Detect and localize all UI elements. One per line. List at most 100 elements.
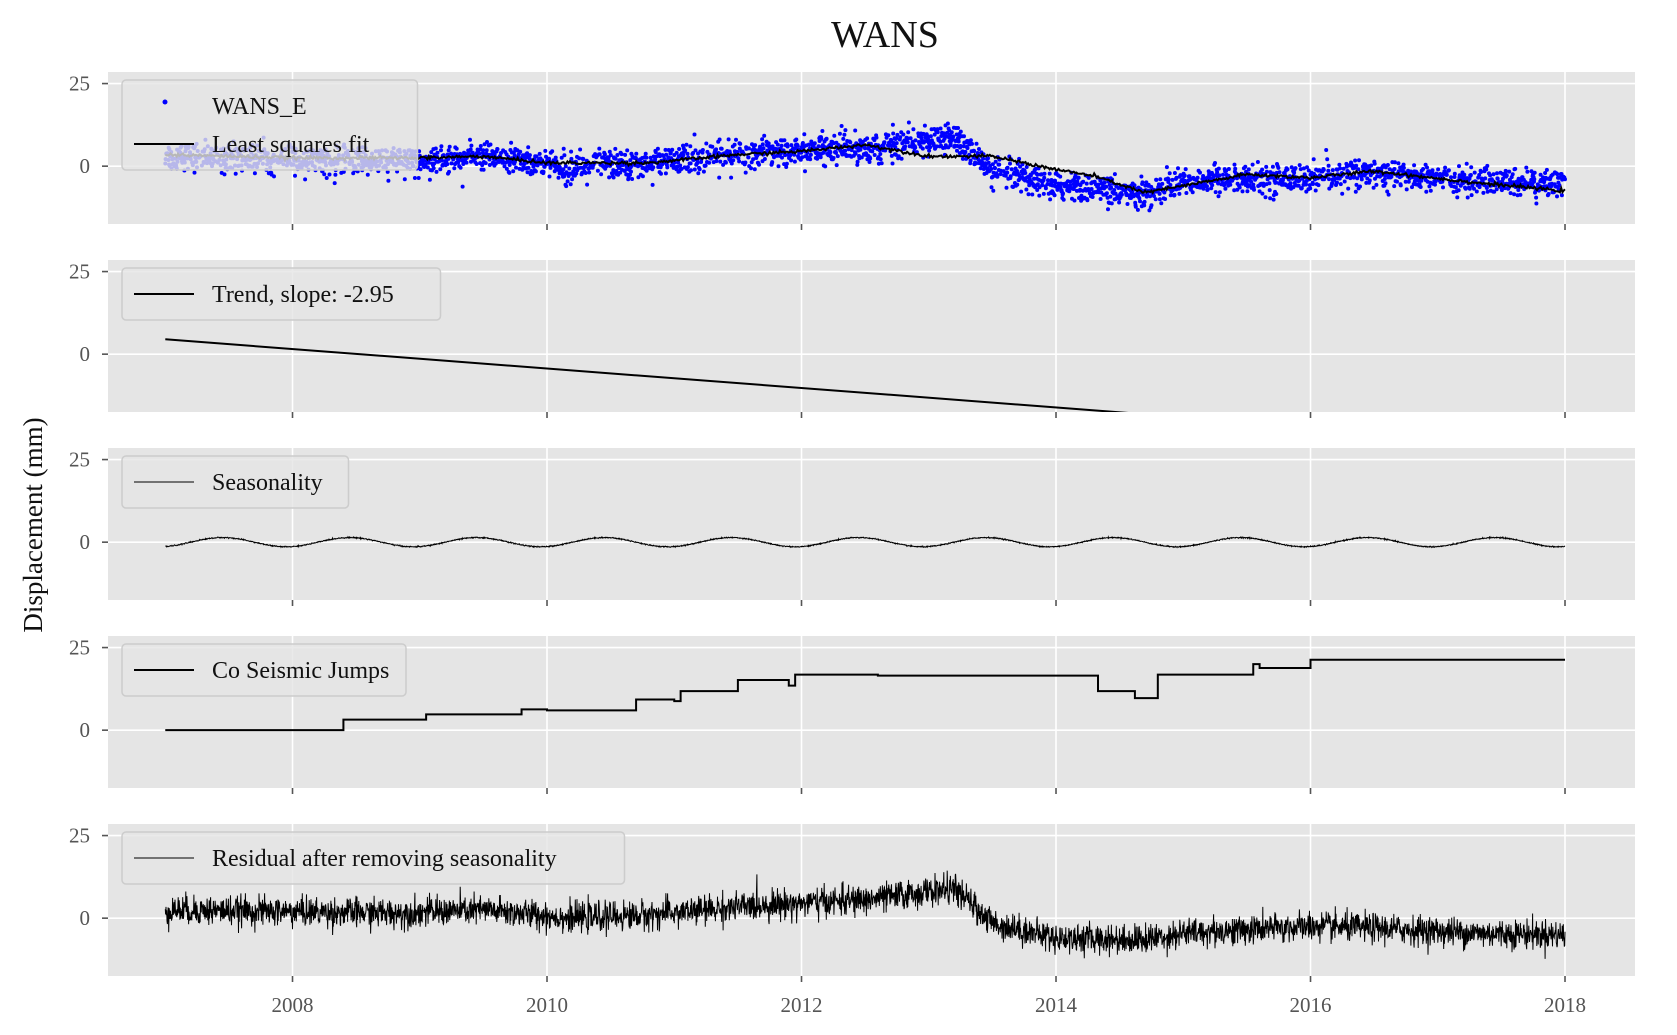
data-point <box>1538 172 1543 177</box>
data-point <box>905 136 910 141</box>
data-point <box>1401 165 1406 170</box>
data-point <box>559 155 564 160</box>
data-point <box>707 160 712 165</box>
data-point <box>1307 183 1312 188</box>
data-point <box>1495 176 1500 181</box>
data-point <box>1353 189 1358 194</box>
data-point <box>958 129 963 134</box>
data-point <box>439 158 444 163</box>
data-point <box>681 153 686 158</box>
y-tick-label: 0 <box>80 530 91 554</box>
data-point <box>859 155 864 160</box>
data-point <box>1512 192 1517 197</box>
data-point <box>1321 167 1326 172</box>
data-point <box>806 142 811 147</box>
data-point <box>636 175 641 180</box>
data-point <box>341 169 346 174</box>
data-point <box>855 159 860 164</box>
legend-box <box>121 79 419 171</box>
data-point <box>731 158 736 163</box>
series-Seasonality <box>165 535 1566 549</box>
data-point <box>868 156 873 161</box>
data-point <box>960 156 965 161</box>
data-point <box>729 175 734 180</box>
data-point <box>1137 196 1142 201</box>
data-point <box>693 148 698 153</box>
data-point <box>1306 168 1311 173</box>
data-point <box>1058 174 1063 179</box>
data-point <box>1387 167 1392 172</box>
legend-residual: Residual after removing seasonality <box>121 831 626 885</box>
legend-entry: Residual after removing seasonality <box>212 846 557 872</box>
data-point <box>561 146 566 151</box>
data-point <box>717 137 722 142</box>
data-point <box>688 144 693 149</box>
data-point <box>556 175 561 180</box>
x-tick-label: 2014 <box>1035 993 1078 1017</box>
data-point <box>1443 165 1448 170</box>
data-point <box>1465 195 1470 200</box>
data-point <box>1112 172 1117 177</box>
data-point <box>1195 175 1200 180</box>
data-point <box>785 144 790 149</box>
data-point <box>1504 173 1509 178</box>
data-point <box>1427 184 1432 189</box>
data-point <box>911 127 916 132</box>
data-point <box>758 144 762 149</box>
data-point <box>968 138 973 143</box>
data-point <box>1513 166 1518 171</box>
data-point <box>695 160 700 165</box>
data-point <box>1305 165 1309 170</box>
data-point <box>514 165 518 170</box>
data-point <box>468 137 472 142</box>
data-point <box>1341 166 1346 171</box>
data-point <box>1555 194 1559 199</box>
data-point <box>835 154 840 159</box>
data-point <box>1311 182 1315 186</box>
data-point <box>1452 175 1457 179</box>
data-point <box>913 138 918 143</box>
data-point <box>743 160 748 165</box>
data-point <box>958 144 963 148</box>
data-point <box>1260 167 1265 172</box>
data-point <box>1149 184 1154 189</box>
data-point <box>1023 171 1028 175</box>
data-point <box>1452 171 1457 176</box>
data-point <box>534 154 539 159</box>
data-point <box>1162 190 1167 195</box>
data-point <box>906 120 911 125</box>
data-point <box>1342 179 1347 184</box>
data-point <box>899 156 904 161</box>
x-tick-label: 2010 <box>526 993 568 1017</box>
data-point <box>485 140 489 144</box>
data-point <box>770 160 775 165</box>
data-point <box>1369 163 1374 168</box>
data-point <box>1324 148 1329 152</box>
data-point <box>1035 182 1040 187</box>
data-point <box>1040 183 1045 188</box>
data-point <box>938 126 943 131</box>
data-point <box>468 147 473 152</box>
data-point <box>478 144 483 148</box>
data-point <box>433 146 438 151</box>
legend-entry: Seasonality <box>212 470 323 496</box>
data-point <box>439 148 443 153</box>
data-point <box>655 146 660 151</box>
data-point <box>760 137 765 142</box>
data-point <box>886 133 891 138</box>
data-point <box>548 165 553 170</box>
data-point <box>841 136 846 141</box>
data-point <box>602 152 607 157</box>
data-point <box>569 156 574 161</box>
data-point <box>1240 189 1245 194</box>
data-point <box>1061 197 1066 202</box>
data-point <box>518 149 523 154</box>
data-point <box>1534 201 1539 206</box>
data-point <box>663 147 668 152</box>
data-point <box>1484 167 1489 172</box>
data-point <box>1316 183 1321 188</box>
data-point <box>956 139 961 144</box>
data-point <box>1330 168 1335 173</box>
y-axis-label: Displacement (mm) <box>18 417 48 632</box>
